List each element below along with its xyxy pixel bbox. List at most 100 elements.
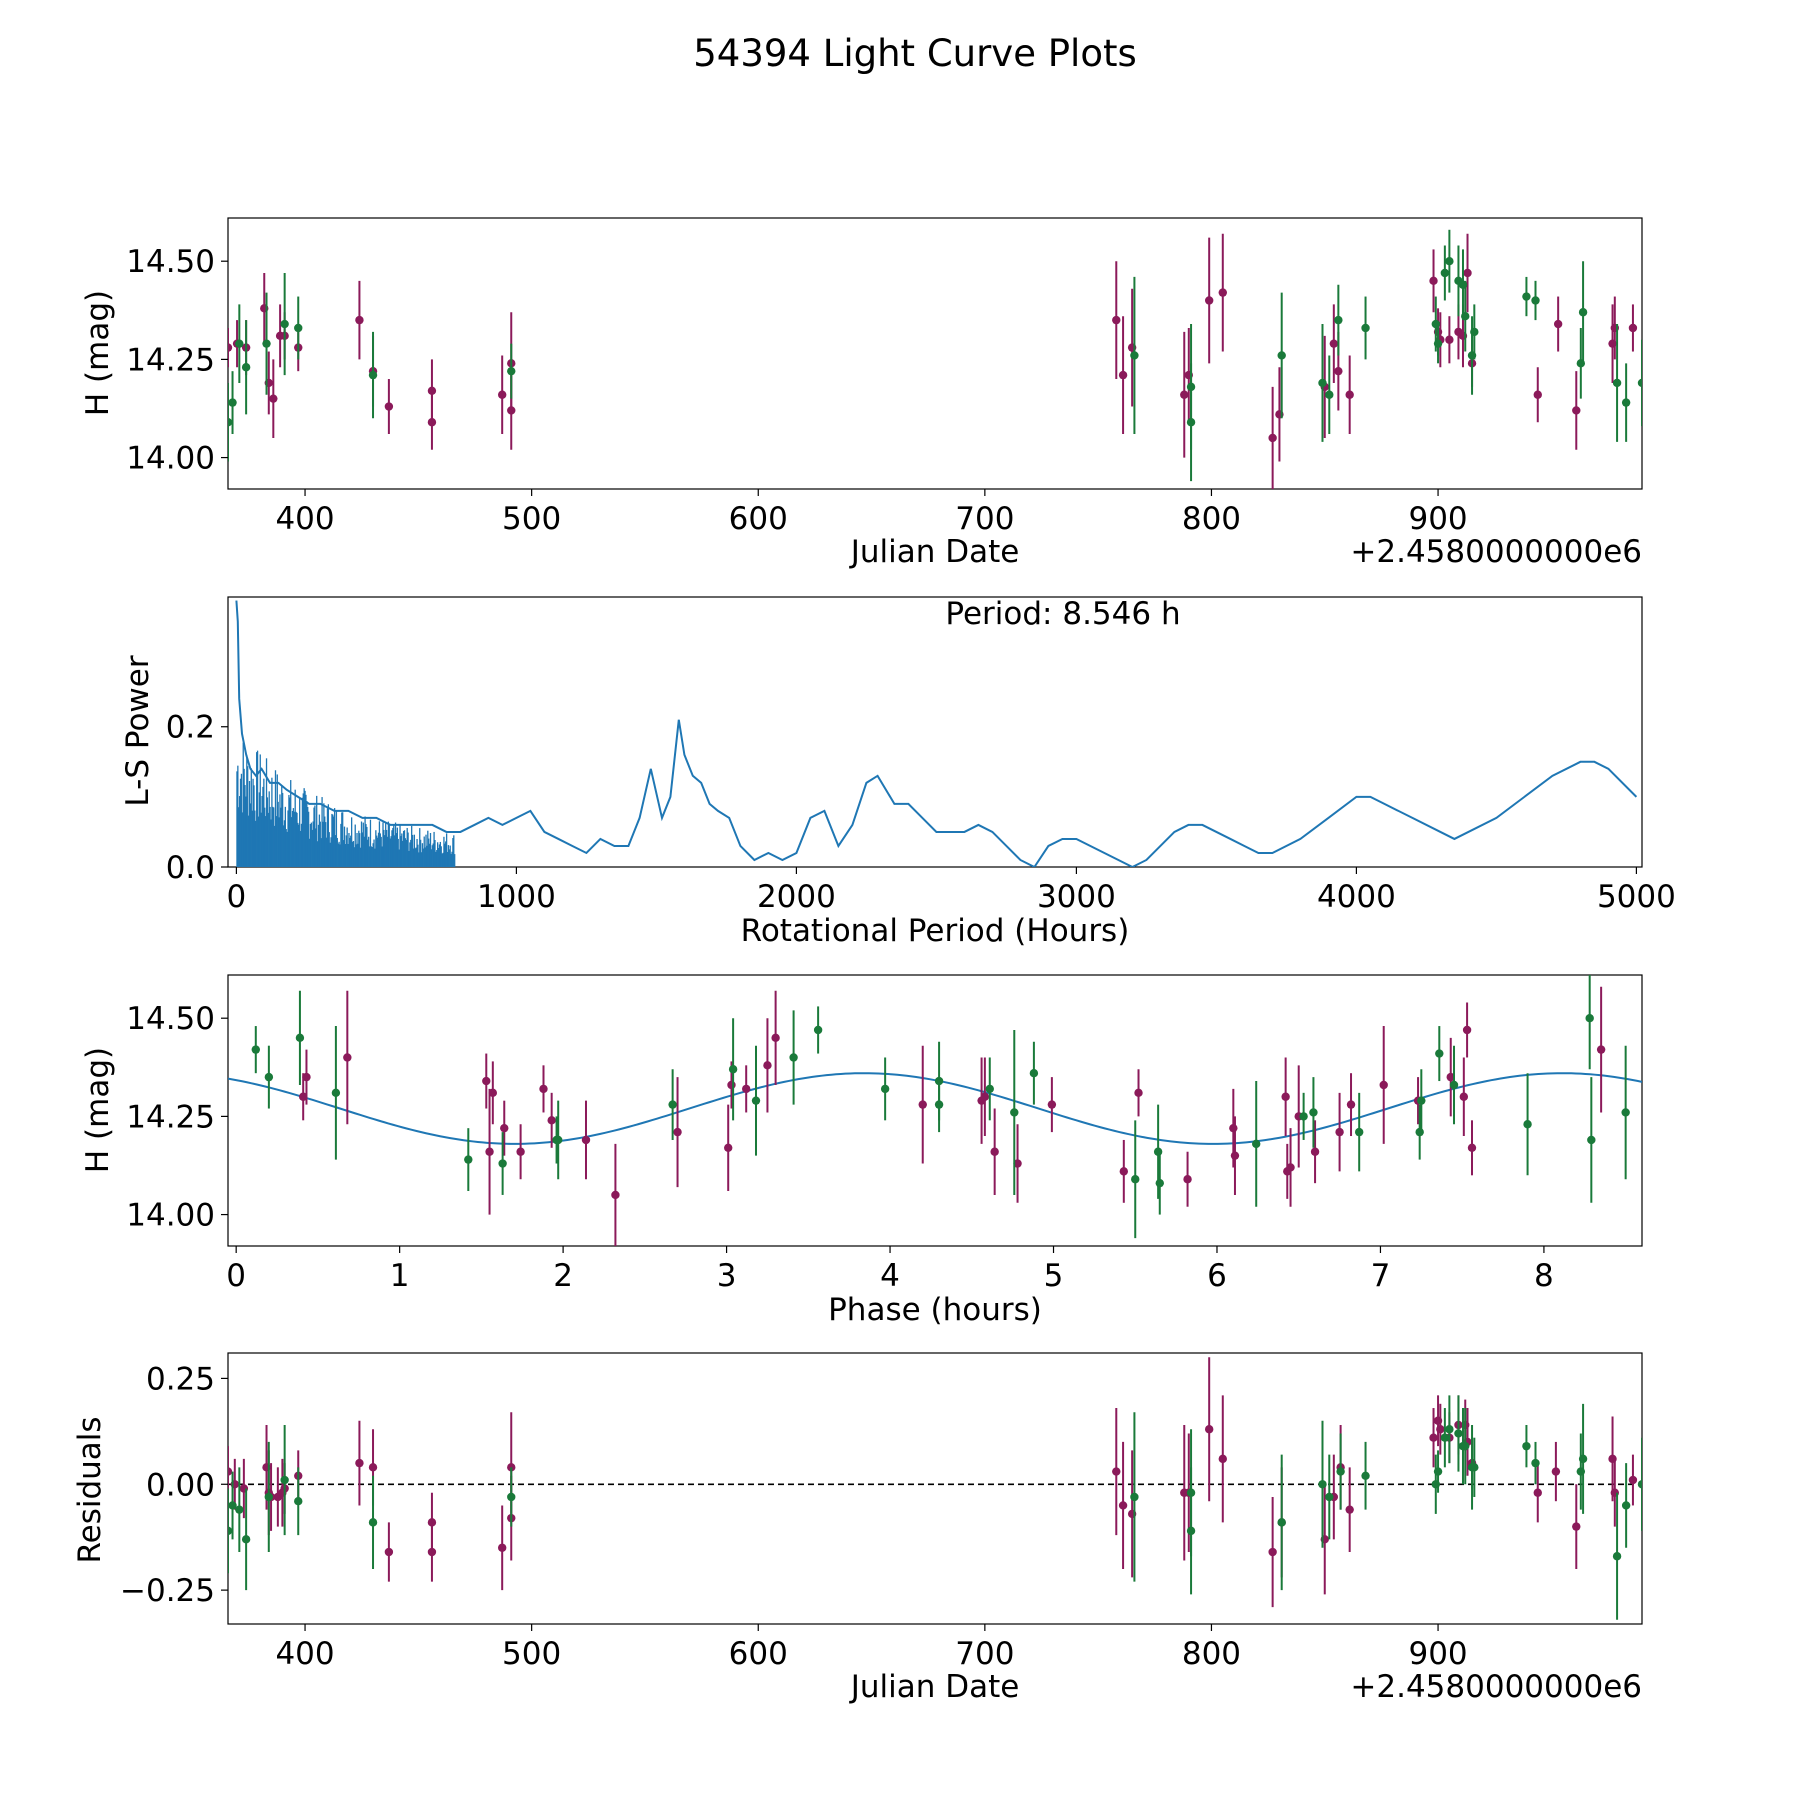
panel-residuals-xticks: 400 500 600 700 800 900 [275, 1624, 1468, 1672]
data-marker [228, 1526, 233, 1536]
data-point-maroon [673, 1077, 682, 1188]
data-marker [771, 1033, 780, 1043]
data-point-maroon [384, 1522, 394, 1582]
data-point-maroon [1429, 249, 1438, 313]
data-marker [1467, 1143, 1477, 1153]
data-point-green [1433, 324, 1443, 364]
data-marker [1572, 1522, 1581, 1531]
data-marker [368, 370, 378, 380]
data-marker [1459, 1092, 1469, 1101]
data-point-maroon [488, 1061, 498, 1125]
data-marker [1578, 1454, 1588, 1464]
data-point-green [1440, 1408, 1450, 1468]
data-marker [1335, 1127, 1344, 1137]
data-marker [507, 366, 516, 376]
data-marker [1470, 327, 1479, 337]
data-point-green [1445, 229, 1454, 293]
x-tick-label: 900 [1408, 1636, 1467, 1672]
data-marker [482, 1076, 491, 1086]
data-point-green [262, 292, 271, 395]
data-marker [500, 1123, 509, 1133]
data-marker [1277, 1518, 1286, 1527]
data-marker [611, 1190, 620, 1200]
data-point-green [1325, 355, 1334, 435]
data-marker [1318, 1480, 1327, 1489]
data-marker [1186, 382, 1196, 392]
data-point-green [1523, 1073, 1532, 1176]
data-point-green [331, 1026, 341, 1160]
data-point-green [1186, 1429, 1196, 1557]
data-point-maroon [1533, 1463, 1542, 1523]
data-marker [485, 1147, 494, 1156]
data-point-maroon [724, 1104, 733, 1192]
data-point-green [1277, 292, 1286, 419]
data-marker [1433, 1467, 1443, 1476]
data-marker [552, 1135, 561, 1145]
data-point-green [1578, 261, 1588, 364]
data-point-maroon [771, 990, 780, 1085]
panel-periodogram-marks [235, 600, 1638, 867]
data-point-green [1454, 1395, 1463, 1472]
data-marker [1461, 311, 1470, 321]
data-point-green [1585, 975, 1594, 1070]
data-marker [1361, 1471, 1370, 1480]
data-marker [1628, 1475, 1638, 1485]
data-marker [1415, 1127, 1424, 1137]
panel-periodogram-xlabel: Rotational Period (Hours) [741, 913, 1130, 949]
data-marker [355, 1458, 364, 1468]
data-marker [1134, 1088, 1143, 1098]
data-point-maroon [1446, 1037, 1455, 1117]
panel-lightcurve-ylabel: H (mag) [80, 290, 116, 416]
x-tick-label: 8 [1534, 1258, 1554, 1294]
data-point-maroon [1310, 1120, 1320, 1184]
data-marker [990, 1147, 999, 1156]
data-point-green [1417, 1069, 1426, 1133]
data-point-maroon [581, 1100, 591, 1180]
data-point-maroon [547, 1092, 556, 1148]
x-tick-label: 0 [227, 879, 247, 915]
data-marker [1336, 1467, 1345, 1476]
data-point-maroon [1268, 1496, 1277, 1608]
data-point-maroon [1572, 1484, 1581, 1569]
data-point-maroon [1118, 1441, 1128, 1569]
data-point-green [1522, 276, 1531, 317]
data-marker [1345, 390, 1354, 399]
data-point-green [1433, 1450, 1443, 1493]
data-marker [1612, 378, 1622, 388]
data-point-green [789, 1010, 798, 1105]
data-marker [1522, 1441, 1531, 1451]
data-marker [1446, 1072, 1455, 1082]
y-tick-label: 14.50 [126, 1001, 215, 1037]
panel-periodogram-yticks: 0.0 0.2 [166, 710, 228, 886]
data-point-maroon [1467, 1120, 1477, 1176]
data-marker [1454, 1429, 1463, 1438]
data-point-maroon [1218, 1395, 1227, 1523]
x-tick-label: 2 [553, 1258, 573, 1294]
data-marker [1277, 351, 1286, 360]
panel-phased-xlabel: Phase (hours) [828, 1292, 1042, 1328]
data-marker [1118, 1501, 1128, 1510]
data-point-green [235, 304, 244, 383]
data-marker [294, 323, 303, 333]
panel-lightcurve-marks [228, 229, 1642, 489]
data-point-maroon [298, 1073, 308, 1121]
data-point-maroon [355, 280, 364, 360]
data-marker [1268, 1547, 1277, 1557]
data-point-green [668, 1069, 677, 1140]
x-tick-label: 900 [1408, 501, 1467, 537]
data-marker [1130, 351, 1139, 360]
y-tick-label: 14.00 [126, 1198, 215, 1234]
data-marker [1417, 1096, 1426, 1105]
data-marker [228, 398, 237, 407]
data-point-maroon [1572, 371, 1581, 450]
data-marker [264, 1072, 274, 1082]
data-point-green [1470, 304, 1479, 360]
x-tick-label: 800 [1182, 501, 1241, 537]
data-point-maroon [1204, 237, 1214, 364]
period-annotation: Period: 8.546 h [945, 596, 1180, 632]
panel-periodogram-frame [227, 596, 1643, 868]
data-marker [228, 1467, 233, 1476]
x-tick-label: 5000 [1597, 879, 1676, 915]
data-point-green [280, 1424, 289, 1536]
data-point-green [1299, 1092, 1308, 1140]
